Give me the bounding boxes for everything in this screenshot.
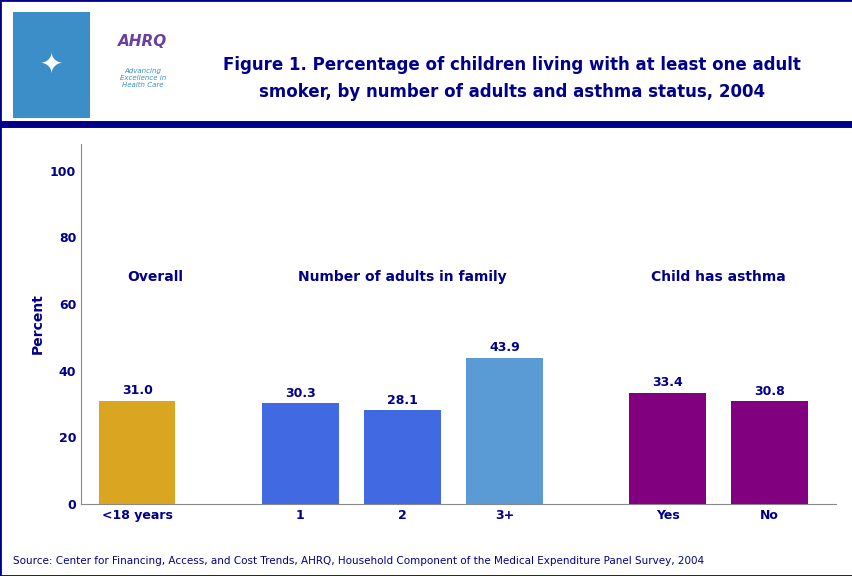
Text: 31.0: 31.0 bbox=[122, 384, 153, 397]
Text: 33.4: 33.4 bbox=[652, 376, 682, 389]
Text: Figure 1. Percentage of children living with at least one adult: Figure 1. Percentage of children living … bbox=[222, 55, 800, 74]
Bar bbox=[262, 403, 338, 504]
Bar bbox=[364, 410, 440, 504]
Text: smoker, by number of adults and asthma status, 2004: smoker, by number of adults and asthma s… bbox=[258, 83, 764, 101]
Bar bbox=[89, 12, 196, 118]
Text: Child has asthma: Child has asthma bbox=[650, 270, 785, 284]
Bar bbox=[730, 401, 807, 504]
Bar bbox=[13, 12, 89, 118]
Bar bbox=[99, 401, 176, 504]
Text: ✦: ✦ bbox=[40, 51, 63, 79]
Text: AHRQ: AHRQ bbox=[118, 34, 168, 49]
Bar bbox=[465, 358, 542, 504]
Text: Overall: Overall bbox=[127, 270, 182, 284]
Bar bbox=[629, 393, 705, 504]
Text: 43.9: 43.9 bbox=[488, 342, 519, 354]
Text: Advancing
Excellence in
Health Care: Advancing Excellence in Health Care bbox=[120, 67, 166, 88]
Text: 28.1: 28.1 bbox=[387, 394, 417, 407]
Text: 30.3: 30.3 bbox=[285, 386, 315, 400]
Text: Number of adults in family: Number of adults in family bbox=[297, 270, 506, 284]
Text: 30.8: 30.8 bbox=[753, 385, 784, 398]
Y-axis label: Percent: Percent bbox=[31, 294, 44, 354]
Text: Source: Center for Financing, Access, and Cost Trends, AHRQ, Household Component: Source: Center for Financing, Access, an… bbox=[13, 556, 703, 566]
